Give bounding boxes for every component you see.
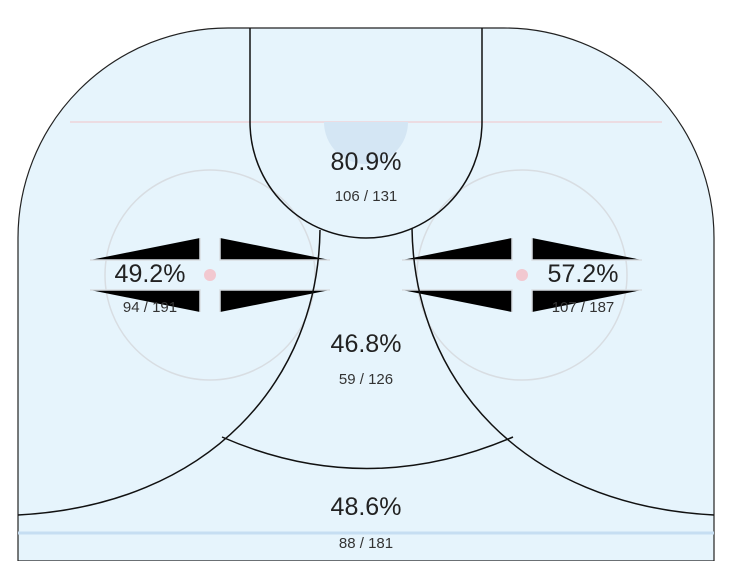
zone-border: [221, 436, 514, 470]
faceoff-dot: [204, 269, 216, 281]
zone-percent: 80.9%: [331, 148, 402, 176]
hash-marks: [90, 238, 642, 312]
zone-border: [17, 229, 321, 516]
zone-count: 107 / 187: [552, 299, 615, 316]
zone-count: 59 / 126: [339, 371, 393, 388]
zone-count: 94 / 191: [123, 299, 177, 316]
zone-percent: 49.2%: [115, 260, 186, 288]
faceoff-circle: [416, 169, 628, 381]
zone-percent: 57.2%: [548, 260, 619, 288]
zone-border: [411, 227, 715, 516]
faceoff-dot: [516, 269, 528, 281]
zone-percent: 46.8%: [331, 330, 402, 358]
faceoff-circle: [104, 169, 316, 381]
zone-count: 88 / 181: [339, 535, 393, 552]
zone-border: [249, 28, 483, 239]
zone-percent: 48.6%: [331, 493, 402, 521]
crease: [324, 122, 408, 164]
rink-outline: [17, 27, 715, 561]
zone-count: 106 / 131: [335, 188, 398, 205]
